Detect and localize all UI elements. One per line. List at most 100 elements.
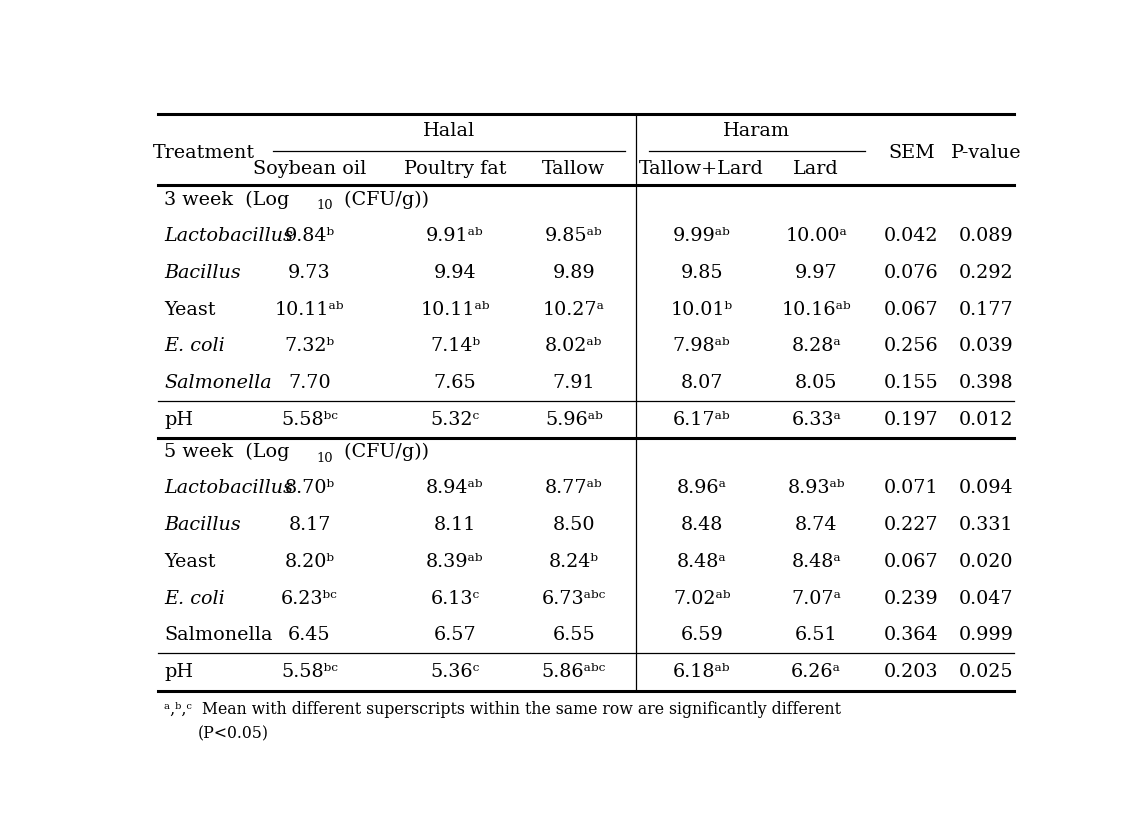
Text: Haram: Haram <box>723 122 790 140</box>
Text: 3 week  (Log: 3 week (Log <box>164 191 290 208</box>
Text: 8.48: 8.48 <box>680 516 723 534</box>
Text: 6.59: 6.59 <box>680 626 723 645</box>
Text: 8.70ᵇ: 8.70ᵇ <box>284 480 334 497</box>
Text: 0.042: 0.042 <box>885 227 939 245</box>
Text: 8.77ᵃᵇ: 8.77ᵃᵇ <box>545 480 603 497</box>
Text: 8.11: 8.11 <box>433 516 476 534</box>
Text: Yeast: Yeast <box>164 300 216 319</box>
Text: 8.28ᵃ: 8.28ᵃ <box>791 337 841 355</box>
Text: 10.01ᵇ: 10.01ᵇ <box>671 300 732 319</box>
Text: (P<0.05): (P<0.05) <box>198 726 268 742</box>
Text: 5.86ᵃᵇᶜ: 5.86ᵃᵇᶜ <box>541 663 606 681</box>
Text: 6.17ᵃᵇ: 6.17ᵃᵇ <box>673 410 730 429</box>
Text: 5.58ᵇᶜ: 5.58ᵇᶜ <box>281 410 338 429</box>
Text: 0.398: 0.398 <box>958 374 1013 392</box>
Text: 7.70: 7.70 <box>289 374 331 392</box>
Text: 5 week  (Log: 5 week (Log <box>164 443 290 461</box>
Text: 8.50: 8.50 <box>553 516 595 534</box>
Text: 0.039: 0.039 <box>958 337 1013 355</box>
Text: 0.047: 0.047 <box>958 589 1013 608</box>
Text: SEM: SEM <box>888 145 935 162</box>
Text: 5.96ᵃᵇ: 5.96ᵃᵇ <box>545 410 603 429</box>
Text: Lactobacillus: Lactobacillus <box>164 480 293 497</box>
Text: (CFU/g)): (CFU/g)) <box>338 443 429 461</box>
Text: 8.02ᵃᵇ: 8.02ᵃᵇ <box>546 337 603 355</box>
Text: Tallow: Tallow <box>542 161 606 178</box>
Text: 5.36ᶜ: 5.36ᶜ <box>430 663 480 681</box>
Text: 5.32ᶜ: 5.32ᶜ <box>431 410 480 429</box>
Text: Salmonella: Salmonella <box>164 374 272 392</box>
Text: 0.292: 0.292 <box>958 264 1013 282</box>
Text: E. coli: E. coli <box>164 337 225 355</box>
Text: 6.57: 6.57 <box>433 626 476 645</box>
Text: 8.24ᵇ: 8.24ᵇ <box>549 553 599 571</box>
Text: 0.155: 0.155 <box>883 374 939 392</box>
Text: 0.197: 0.197 <box>883 410 939 429</box>
Text: P-value: P-value <box>951 145 1022 162</box>
Text: 0.012: 0.012 <box>958 410 1013 429</box>
Text: 7.98ᵃᵇ: 7.98ᵃᵇ <box>673 337 730 355</box>
Text: Poultry fat: Poultry fat <box>404 161 506 178</box>
Text: 0.999: 0.999 <box>958 626 1014 645</box>
Text: Lactobacillus: Lactobacillus <box>164 227 293 245</box>
Text: 0.089: 0.089 <box>958 227 1013 245</box>
Text: 8.07: 8.07 <box>680 374 723 392</box>
Text: 0.239: 0.239 <box>885 589 939 608</box>
Text: 0.364: 0.364 <box>885 626 939 645</box>
Text: 6.55: 6.55 <box>553 626 596 645</box>
Text: 0.025: 0.025 <box>958 663 1013 681</box>
Text: 10.11ᵃᵇ: 10.11ᵃᵇ <box>421 300 490 319</box>
Text: 8.48ᵃ: 8.48ᵃ <box>677 553 727 571</box>
Text: 0.071: 0.071 <box>885 480 939 497</box>
Text: 9.73: 9.73 <box>289 264 331 282</box>
Text: 6.45: 6.45 <box>289 626 331 645</box>
Text: Halal: Halal <box>423 122 475 140</box>
Text: 6.73ᵃᵇᶜ: 6.73ᵃᵇᶜ <box>541 589 606 608</box>
Text: 10.16ᵃᵇ: 10.16ᵃᵇ <box>781 300 850 319</box>
Text: 0.076: 0.076 <box>883 264 939 282</box>
Text: 6.13ᶜ: 6.13ᶜ <box>431 589 480 608</box>
Text: ᵃ,ᵇ,ᶜ  Mean with different superscripts within the same row are significantly di: ᵃ,ᵇ,ᶜ Mean with different superscripts w… <box>164 701 841 718</box>
Text: Tallow+Lard: Tallow+Lard <box>639 161 764 178</box>
Text: 0.094: 0.094 <box>958 480 1013 497</box>
Text: 10: 10 <box>316 451 333 465</box>
Text: Yeast: Yeast <box>164 553 216 571</box>
Text: 8.05: 8.05 <box>795 374 838 392</box>
Text: 0.203: 0.203 <box>885 663 939 681</box>
Text: pH: pH <box>164 663 193 681</box>
Text: 7.65: 7.65 <box>433 374 476 392</box>
Text: 5.58ᵇᶜ: 5.58ᵇᶜ <box>281 663 338 681</box>
Text: 10.00ᵃ: 10.00ᵃ <box>786 227 847 245</box>
Text: 0.177: 0.177 <box>958 300 1014 319</box>
Text: 8.39ᵃᵇ: 8.39ᵃᵇ <box>426 553 483 571</box>
Text: 8.48ᵃ: 8.48ᵃ <box>791 553 841 571</box>
Text: 10: 10 <box>316 200 333 212</box>
Text: 9.85ᵃᵇ: 9.85ᵃᵇ <box>545 227 603 245</box>
Text: 8.17: 8.17 <box>289 516 331 534</box>
Text: 10.11ᵃᵇ: 10.11ᵃᵇ <box>275 300 345 319</box>
Text: 9.89: 9.89 <box>553 264 595 282</box>
Text: pH: pH <box>164 410 193 429</box>
Text: 7.32ᵇ: 7.32ᵇ <box>284 337 334 355</box>
Text: 6.26ᵃ: 6.26ᵃ <box>791 663 841 681</box>
Text: 8.94ᵃᵇ: 8.94ᵃᵇ <box>426 480 483 497</box>
Text: 7.14ᵇ: 7.14ᵇ <box>430 337 480 355</box>
Text: 7.07ᵃ: 7.07ᵃ <box>791 589 841 608</box>
Text: 0.067: 0.067 <box>883 300 939 319</box>
Text: 0.256: 0.256 <box>883 337 939 355</box>
Text: 9.84ᵇ: 9.84ᵇ <box>284 227 334 245</box>
Text: Treatment: Treatment <box>152 145 255 162</box>
Text: 6.18ᵃᵇ: 6.18ᵃᵇ <box>673 663 730 681</box>
Text: 9.97: 9.97 <box>795 264 838 282</box>
Text: Bacillus: Bacillus <box>164 264 241 282</box>
Text: 7.91: 7.91 <box>553 374 595 392</box>
Text: E. coli: E. coli <box>164 589 225 608</box>
Text: Salmonella: Salmonella <box>164 626 273 645</box>
Text: 9.91ᵃᵇ: 9.91ᵃᵇ <box>426 227 483 245</box>
Text: 0.020: 0.020 <box>958 553 1013 571</box>
Text: 8.93ᵃᵇ: 8.93ᵃᵇ <box>788 480 845 497</box>
Text: Bacillus: Bacillus <box>164 516 241 534</box>
Text: 7.02ᵃᵇ: 7.02ᵃᵇ <box>673 589 730 608</box>
Text: 9.94: 9.94 <box>433 264 476 282</box>
Text: 9.85: 9.85 <box>680 264 723 282</box>
